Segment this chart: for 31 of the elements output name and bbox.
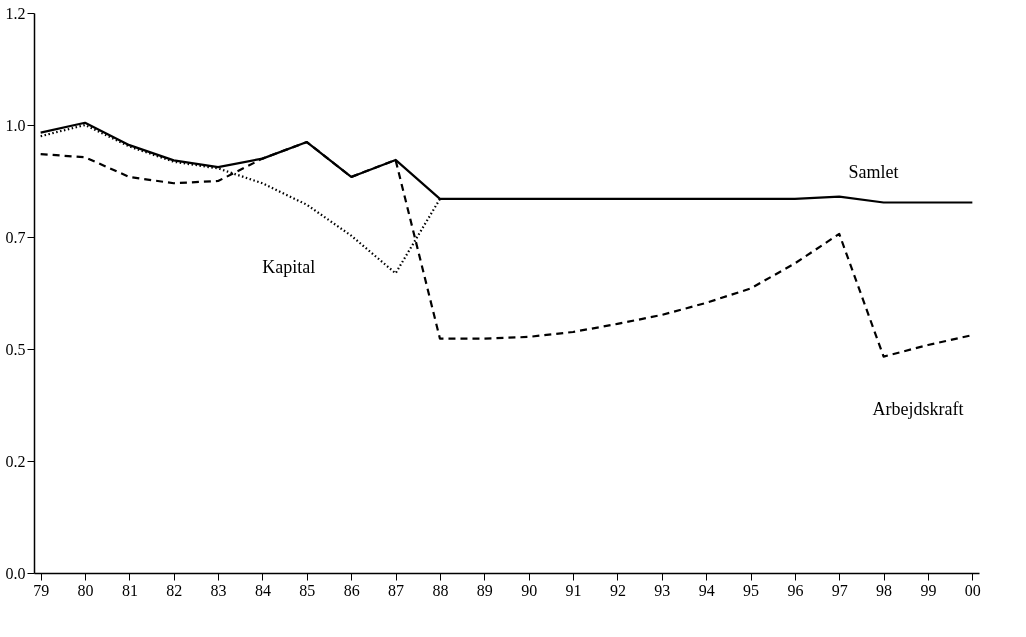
x-tick-label: 97 bbox=[831, 581, 848, 599]
x-tick-label: 87 bbox=[388, 581, 405, 599]
x-tick-label: 00 bbox=[964, 581, 981, 599]
text: Arbejdskraft bbox=[872, 398, 964, 419]
x-tick-label: 89 bbox=[476, 581, 493, 599]
x-tick-label: 90 bbox=[521, 581, 538, 599]
series-label: Samlet bbox=[848, 161, 899, 182]
x-tick-label: 99 bbox=[920, 581, 937, 599]
x-tick-label: 88 bbox=[432, 581, 449, 599]
y-tick-label: 0.2 bbox=[5, 452, 26, 470]
x-tick-label: 83 bbox=[210, 581, 227, 599]
x-tick-label: 95 bbox=[743, 581, 760, 599]
y-tick-label: 1.0 bbox=[5, 116, 26, 134]
x-tick-label: 82 bbox=[166, 581, 183, 599]
y-tick-label: 0.0 bbox=[5, 564, 26, 582]
x-tick-label: 92 bbox=[609, 581, 626, 599]
x-tick-label: 96 bbox=[787, 581, 804, 599]
y-tick-label: 0.5 bbox=[5, 340, 26, 358]
x-tick-label: 84 bbox=[254, 581, 271, 599]
x-tick-label: 98 bbox=[876, 581, 893, 599]
y-tick-label: 0.7 bbox=[5, 228, 26, 246]
x-tick-label: 80 bbox=[77, 581, 94, 599]
y-tick-label: 1.2 bbox=[5, 4, 26, 22]
x-tick-label: 79 bbox=[33, 581, 50, 599]
x-tick-label: 86 bbox=[343, 581, 360, 599]
x-tick-label: 81 bbox=[121, 581, 138, 599]
x-tick-label: 94 bbox=[698, 581, 715, 599]
text: Kapital bbox=[262, 256, 316, 277]
x-tick-label: 93 bbox=[654, 581, 671, 599]
x-tick-label: 91 bbox=[565, 581, 582, 599]
x-tick-label: 85 bbox=[299, 581, 316, 599]
